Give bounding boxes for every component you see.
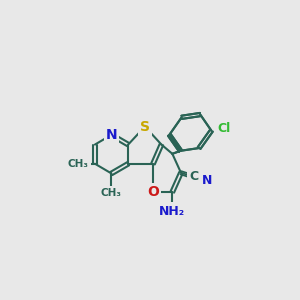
Text: CH₃: CH₃	[68, 159, 89, 169]
Text: Cl: Cl	[217, 122, 230, 135]
Text: N: N	[106, 128, 117, 142]
Text: C: C	[189, 170, 198, 183]
Text: NH₂: NH₂	[159, 205, 185, 218]
Text: S: S	[140, 120, 150, 134]
Text: CH₃: CH₃	[101, 188, 122, 198]
Text: O: O	[147, 185, 159, 199]
Text: N: N	[202, 174, 212, 187]
